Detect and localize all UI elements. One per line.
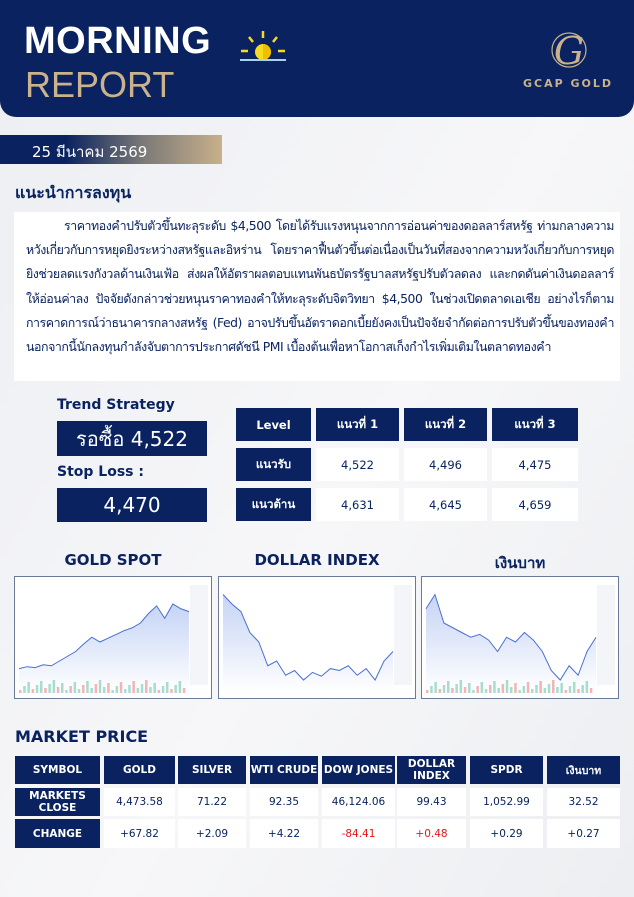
gcap-logo: G — [551, 29, 587, 73]
market-cell: 46,124.06 — [322, 788, 395, 816]
report-header — [0, 0, 634, 117]
brand-name: GCAP GOLD — [522, 77, 614, 90]
advice-text: ราคาทองคำปรับตัวขึ้นทะลุระดับ $4,500 โดย… — [14, 212, 620, 381]
levels-cell: 4,475 — [492, 448, 578, 481]
levels-cell: 4,659 — [492, 488, 578, 521]
market-cell: -84.41 — [322, 819, 395, 848]
market-cell: 4,473.58 — [104, 788, 175, 816]
advice-title: แนะนำการลงทุน — [15, 183, 132, 202]
market-cell: 92.35 — [250, 788, 318, 816]
market-header: เงินบาท — [547, 756, 620, 784]
market-header: SILVER — [178, 756, 246, 784]
svg-text:G: G — [554, 29, 584, 73]
market-header: DOLLAR INDEX — [397, 756, 466, 784]
levels-cell: 4,522 — [316, 448, 399, 481]
market-header: GOLD — [104, 756, 175, 784]
stop-loss-label: Stop Loss : — [57, 464, 144, 480]
market-cell: +0.29 — [470, 819, 543, 848]
market-header: DOW JONES — [322, 756, 395, 784]
market-row-label: MARKETS CLOSE — [15, 788, 100, 816]
market-price-title: MARKET PRICE — [15, 727, 149, 746]
market-cell: +67.82 — [104, 819, 175, 848]
title-morning: MORNING — [24, 20, 212, 62]
report-date: 25 มีนาคม 2569 — [0, 135, 222, 164]
market-cell: 99.43 — [397, 788, 466, 816]
chart-title-dxy: DOLLAR INDEX — [254, 551, 380, 569]
market-cell: +0.48 — [397, 819, 466, 848]
levels-header: แนวที่ 2 — [404, 408, 487, 441]
market-cell: +2.09 — [178, 819, 246, 848]
levels-row-label: แนวรับ — [236, 448, 311, 481]
market-header: SPDR — [470, 756, 543, 784]
sunrise-icon — [240, 31, 286, 61]
levels-cell: 4,496 — [404, 448, 487, 481]
chart-title-thb: เงินบาท — [494, 554, 546, 572]
levels-cell: 4,631 — [316, 488, 399, 521]
levels-header: แนวที่ 1 — [316, 408, 399, 441]
levels-row-label: แนวต้าน — [236, 488, 311, 521]
market-cell: 71.22 — [178, 788, 246, 816]
market-row-label: CHANGE — [15, 819, 100, 848]
levels-cell: 4,645 — [404, 488, 487, 521]
market-header: SYMBOL — [15, 756, 100, 784]
dollar-index-chart-image — [218, 576, 416, 699]
thb-chart-image — [421, 576, 619, 699]
chart-title-gold: GOLD SPOT — [64, 551, 162, 569]
levels-header: แนวที่ 3 — [492, 408, 578, 441]
market-cell: +4.22 — [250, 819, 318, 848]
market-cell: 32.52 — [547, 788, 620, 816]
market-cell: +0.27 — [547, 819, 620, 848]
title-report: REPORT — [25, 64, 175, 105]
market-header: WTI CRUDE — [250, 756, 318, 784]
trend-strategy-label: Trend Strategy — [57, 397, 175, 413]
trend-strategy-value: รอซื้อ 4,522 — [57, 421, 207, 456]
gold-spot-chart-image — [14, 576, 212, 699]
market-cell: 1,052.99 — [470, 788, 543, 816]
stop-loss-value: 4,470 — [57, 488, 207, 522]
levels-header: Level — [236, 408, 311, 441]
